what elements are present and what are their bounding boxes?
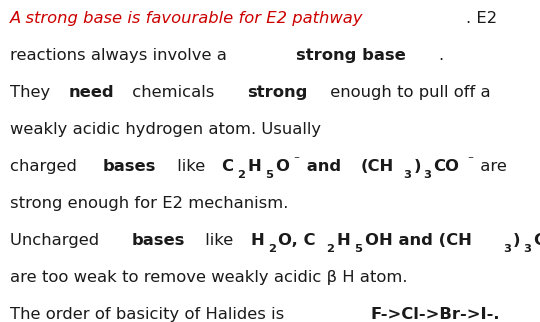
Text: charged: charged <box>10 159 82 174</box>
Text: like: like <box>200 233 239 248</box>
Text: OH and (CH: OH and (CH <box>365 233 472 248</box>
Text: ): ) <box>414 159 421 174</box>
Text: H: H <box>337 233 350 248</box>
Text: 3: 3 <box>423 170 431 180</box>
Text: 5: 5 <box>265 170 273 180</box>
Text: strong base: strong base <box>296 48 406 62</box>
Text: O, C: O, C <box>278 233 315 248</box>
Text: H: H <box>250 233 264 248</box>
Text: Uncharged: Uncharged <box>10 233 104 248</box>
Text: are: are <box>475 159 507 174</box>
Text: ⁻: ⁻ <box>467 156 473 166</box>
Text: They: They <box>10 85 55 99</box>
Text: . E2: . E2 <box>466 11 497 25</box>
Text: The order of basicity of Halides is: The order of basicity of Halides is <box>10 307 289 322</box>
Text: ): ) <box>513 233 521 248</box>
Text: O: O <box>275 159 289 174</box>
Text: strong enough for E2 mechanism.: strong enough for E2 mechanism. <box>10 196 288 211</box>
Text: 3: 3 <box>503 244 511 254</box>
Text: enough to pull off a: enough to pull off a <box>325 85 490 99</box>
Text: C: C <box>221 159 233 174</box>
Text: 3: 3 <box>523 244 531 254</box>
Text: 3: 3 <box>403 170 411 180</box>
Text: H: H <box>247 159 261 174</box>
Text: like: like <box>172 159 210 174</box>
Text: (CH: (CH <box>360 159 394 174</box>
Text: CO: CO <box>434 159 460 174</box>
Text: strong: strong <box>247 85 307 99</box>
Text: chemicals: chemicals <box>127 85 220 99</box>
Text: and: and <box>301 159 347 174</box>
Text: 2: 2 <box>237 170 245 180</box>
Text: COH: COH <box>533 233 540 248</box>
Text: are too weak to remove weakly acidic β H atom.: are too weak to remove weakly acidic β H… <box>10 270 407 285</box>
Text: .: . <box>438 48 443 62</box>
Text: A strong base is favourable for E2 pathway: A strong base is favourable for E2 pathw… <box>10 11 363 25</box>
Text: F->Cl->Br->I-.: F->Cl->Br->I-. <box>370 307 500 322</box>
Text: 2: 2 <box>327 244 334 254</box>
Text: weakly acidic hydrogen atom. Usually: weakly acidic hydrogen atom. Usually <box>10 122 321 137</box>
Text: 5: 5 <box>355 244 362 254</box>
Text: need: need <box>69 85 114 99</box>
Text: ⁻: ⁻ <box>293 156 299 166</box>
Text: reactions always involve a: reactions always involve a <box>10 48 232 62</box>
Text: bases: bases <box>132 233 185 248</box>
Text: 2: 2 <box>268 244 276 254</box>
Text: bases: bases <box>103 159 156 174</box>
